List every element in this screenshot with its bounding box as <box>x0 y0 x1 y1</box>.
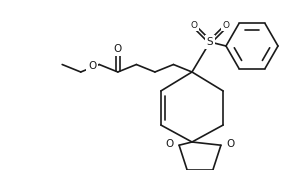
Text: O: O <box>191 21 197 30</box>
Text: S: S <box>207 37 213 47</box>
Text: O: O <box>166 139 174 149</box>
Text: O: O <box>226 139 234 149</box>
Text: O: O <box>223 21 229 30</box>
Text: O: O <box>114 44 122 54</box>
Text: O: O <box>88 61 96 71</box>
